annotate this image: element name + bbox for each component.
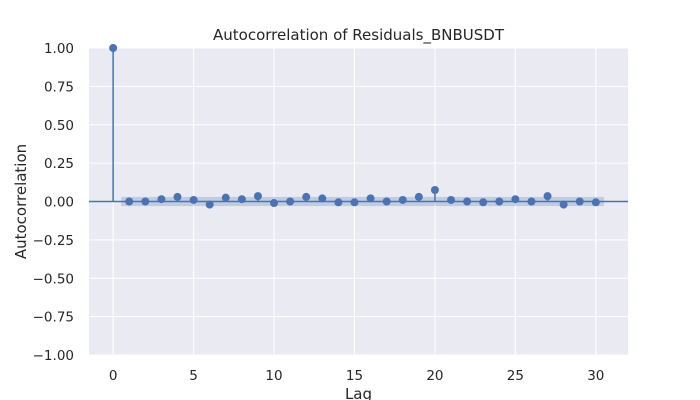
acf-point	[495, 197, 504, 206]
acf-point	[205, 200, 214, 209]
x-axis-label: Lag	[345, 385, 372, 400]
acf-point	[221, 193, 230, 202]
acf-point	[270, 199, 279, 208]
acf-point	[302, 192, 311, 201]
acf-point	[350, 198, 359, 207]
acf-point	[125, 197, 134, 206]
x-tick-label: 15	[346, 368, 363, 384]
y-tick-label: 0.00	[44, 195, 74, 211]
acf-point	[334, 198, 343, 207]
acf-point	[173, 192, 182, 201]
acf-point	[479, 198, 488, 207]
acf-point	[414, 192, 423, 201]
acf-point	[511, 195, 520, 204]
y-tick-label: −0.75	[33, 310, 74, 326]
acf-point	[109, 44, 118, 52]
markers	[109, 44, 600, 209]
acf-point	[430, 185, 439, 194]
acf-point	[591, 198, 600, 207]
acf-point	[543, 192, 552, 201]
acf-point	[253, 192, 262, 201]
x-tick-label: 5	[189, 368, 198, 384]
x-tick-label: 25	[507, 368, 524, 384]
acf-point	[527, 197, 536, 206]
x-tick-label: 0	[109, 368, 118, 384]
y-axis-label: Autocorrelation	[12, 144, 30, 259]
chart-title: Autocorrelation of Residuals_BNBUSDT	[213, 26, 505, 45]
acf-point	[141, 197, 150, 206]
acf-point	[559, 200, 568, 209]
acf-point	[398, 195, 407, 204]
x-tick-label: 30	[587, 368, 604, 384]
y-tick-label: 0.75	[44, 79, 74, 95]
acf-point	[463, 197, 472, 206]
acf-point	[447, 195, 456, 204]
acf-point	[157, 195, 166, 204]
y-tick-labels: 1.00 0.75 0.50 0.25 0.00 −0.25 −0.50 −0.75 −1.00	[33, 41, 74, 364]
y-tick-label: −0.50	[33, 271, 74, 287]
acf-point	[286, 197, 295, 206]
acf-point	[318, 194, 327, 203]
y-tick-label: 0.50	[44, 118, 74, 134]
x-tick-label: 10	[265, 368, 282, 384]
y-tick-label: 1.00	[44, 41, 74, 57]
acf-point	[575, 197, 584, 206]
acf-point	[237, 195, 246, 204]
y-tick-label: −1.00	[33, 348, 74, 364]
grid-lines	[89, 47, 628, 356]
y-tick-label: −0.25	[33, 233, 74, 249]
acf-point	[189, 195, 198, 204]
x-tick-labels: 0 5 10 15 20 25 30	[109, 368, 605, 384]
y-tick-label: 0.25	[44, 156, 74, 172]
acf-point	[366, 194, 375, 203]
acf-point	[382, 197, 391, 206]
x-tick-label: 20	[426, 368, 443, 384]
